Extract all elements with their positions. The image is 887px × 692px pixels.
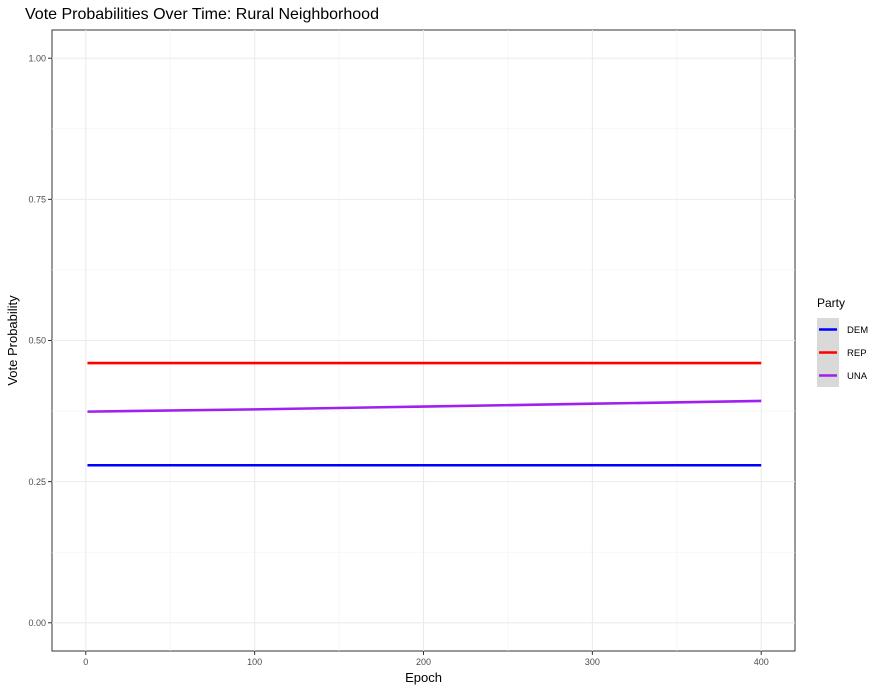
chart-title: Vote Probabilities Over Time: Rural Neig…	[25, 6, 379, 23]
x-tick-label: 400	[754, 657, 769, 667]
y-tick-label: 0.25	[28, 477, 46, 487]
x-tick-label: 100	[247, 657, 262, 667]
legend-label-dem: DEM	[847, 325, 868, 336]
series-lines	[87, 361, 762, 467]
y-tick-label: 0.75	[28, 195, 46, 205]
x-tick-label: 300	[585, 657, 600, 667]
y-axis-title: Vote Probability	[5, 295, 20, 386]
axis-ticks: 0 100 200 300 400 0.00 0.25 0.50 0.75 1.00	[28, 53, 768, 667]
legend-label-rep: REP	[847, 348, 867, 359]
y-tick-label: 0.50	[28, 336, 46, 346]
y-tick-label: 0.00	[28, 618, 46, 628]
series-line-una	[87, 399, 762, 413]
major-gridlines	[52, 30, 795, 651]
legend-label-una: UNA	[847, 371, 868, 382]
legend-title: Party	[817, 296, 845, 310]
x-tick-label: 0	[83, 657, 88, 667]
y-tick-label: 1.00	[28, 53, 46, 63]
legend: Party DEM REP UNA	[817, 296, 868, 387]
x-tick-label: 200	[416, 657, 431, 667]
x-axis-title: Epoch	[405, 670, 442, 685]
